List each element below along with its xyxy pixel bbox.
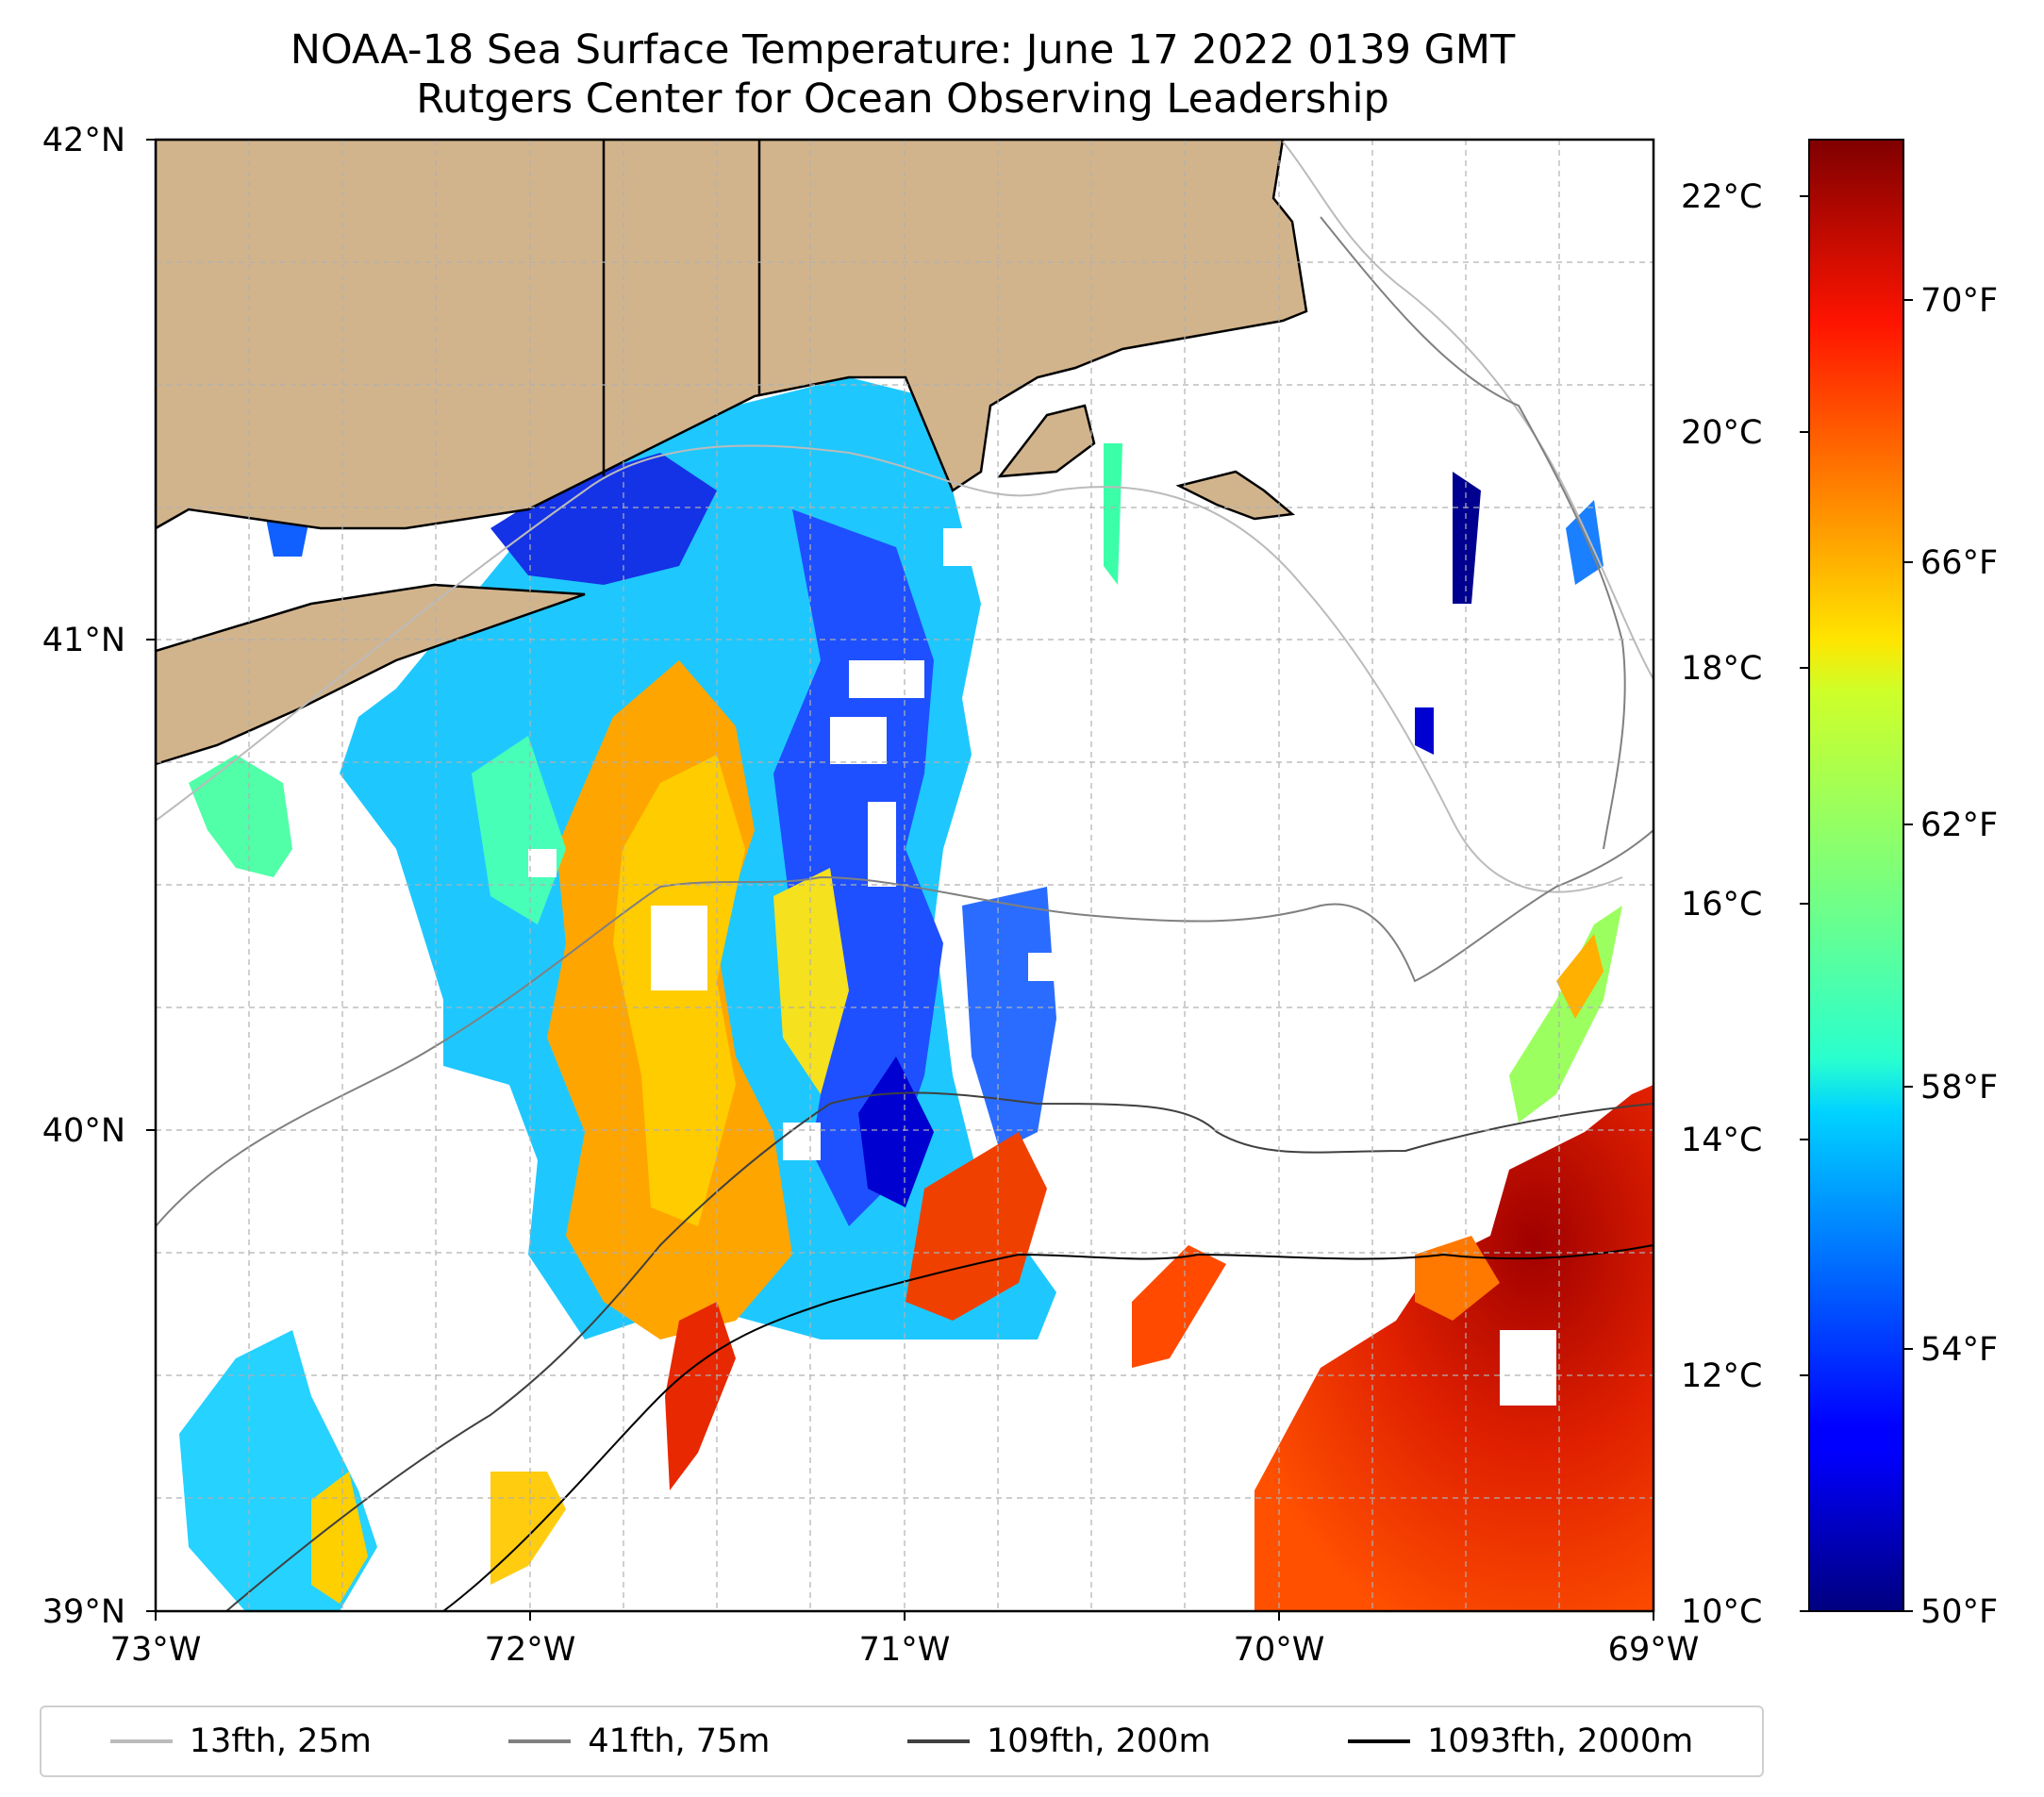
map-area bbox=[156, 140, 1653, 1611]
land bbox=[156, 140, 1308, 766]
legend-label: 109fth, 200m bbox=[986, 1722, 1211, 1760]
fahrenheit-tick-label: 50°F bbox=[1920, 1593, 1998, 1631]
lon-tick-label: 73°W bbox=[110, 1631, 202, 1669]
gridlines bbox=[156, 140, 1653, 1611]
celsius-tick-label: 10°C bbox=[1681, 1593, 1762, 1631]
fahrenheit-tick-label: 62°F bbox=[1920, 807, 1998, 844]
lat-tick-label: 39°N bbox=[42, 1593, 125, 1631]
fahrenheit-tick-label: 58°F bbox=[1920, 1069, 1998, 1106]
celsius-tick-label: 16°C bbox=[1681, 886, 1762, 923]
map-figure: 42°N 41°N 40°N 39°N 73°W 72°W 71°W 70°W … bbox=[42, 122, 1998, 1669]
fahrenheit-tick-label: 66°F bbox=[1920, 544, 1998, 582]
celsius-tick-label: 14°C bbox=[1681, 1122, 1762, 1159]
lon-tick-label: 72°W bbox=[485, 1631, 576, 1669]
colorbar bbox=[1808, 139, 1904, 1612]
lon-tick-label: 69°W bbox=[1608, 1631, 1700, 1669]
lon-tick-label: 70°W bbox=[1234, 1631, 1325, 1669]
legend-item: 13fth, 25m bbox=[109, 1722, 372, 1760]
celsius-tick-label: 22°C bbox=[1681, 178, 1762, 216]
legend-item: 41fth, 75m bbox=[508, 1722, 770, 1760]
sst-field bbox=[179, 377, 1653, 1611]
celsius-tick-label: 18°C bbox=[1681, 650, 1762, 688]
legend-label: 41fth, 75m bbox=[588, 1722, 771, 1760]
legend-label: 1093fth, 2000m bbox=[1427, 1722, 1694, 1760]
map-subtitle: Rutgers Center for Ocean Observing Leade… bbox=[416, 75, 1389, 123]
legend-item: 109fth, 200m bbox=[906, 1722, 1211, 1760]
legend-label: 13fth, 25m bbox=[189, 1722, 372, 1760]
legend-swatch-25m bbox=[109, 1739, 173, 1743]
lat-tick-label: 40°N bbox=[42, 1112, 125, 1150]
map-title: NOAA-18 Sea Surface Temperature: June 17… bbox=[290, 26, 1516, 74]
legend-swatch-2000m bbox=[1348, 1739, 1411, 1743]
fahrenheit-tick-label: 54°F bbox=[1920, 1331, 1998, 1369]
bathymetry-contours bbox=[156, 141, 1653, 1611]
legend-item: 1093fth, 2000m bbox=[1348, 1722, 1693, 1760]
celsius-tick-label: 12°C bbox=[1681, 1357, 1762, 1395]
legend: 13fth, 25m 41fth, 75m 109fth, 200m 1093f… bbox=[40, 1705, 1764, 1777]
legend-swatch-75m bbox=[508, 1739, 572, 1743]
lon-tick-label: 71°W bbox=[859, 1631, 951, 1669]
legend-swatch-200m bbox=[906, 1739, 970, 1743]
celsius-tick-label: 20°C bbox=[1681, 414, 1762, 452]
lat-tick-label: 42°N bbox=[42, 122, 125, 159]
fahrenheit-tick-label: 70°F bbox=[1920, 282, 1998, 320]
lat-tick-label: 41°N bbox=[42, 622, 125, 659]
